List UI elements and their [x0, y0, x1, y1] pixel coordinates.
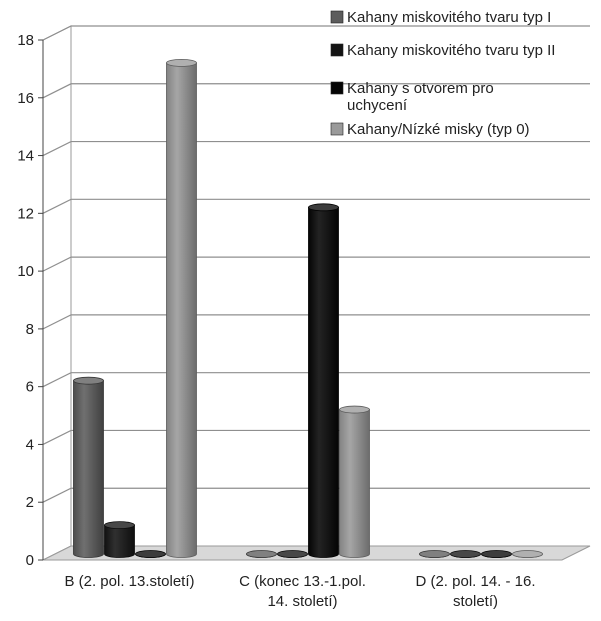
y-tick-label: 6 [26, 379, 34, 396]
legend-swatch [330, 81, 344, 95]
bar [135, 550, 166, 558]
gridline [42, 83, 590, 99]
bar [308, 203, 339, 558]
y-tick-label: 12 [17, 205, 34, 222]
bar [481, 550, 512, 558]
bar-body [308, 206, 339, 558]
y-tick-label: 18 [17, 32, 34, 49]
legend-swatch [330, 122, 344, 136]
bar [512, 550, 543, 558]
bar [450, 550, 481, 558]
x-tick-label: B (2. pol. 13.století) [64, 573, 194, 590]
y-axis: 0 2 4 6 8 10 12 14 16 18 [17, 32, 44, 569]
bar [73, 376, 104, 558]
bar-cap [419, 550, 450, 558]
bar-cap [73, 376, 104, 385]
bar-body [73, 380, 104, 558]
x-axis: B (2. pol. 13.století) C (konec 13.-1.pol… [64, 573, 535, 610]
legend-swatch [330, 43, 344, 57]
bar-body [339, 409, 370, 558]
bar-body [166, 62, 197, 558]
gridline [42, 140, 590, 157]
bar [419, 550, 450, 558]
x-tick-label: D (2. pol. 14. - 16. století) [415, 573, 535, 610]
y-tick-label: 0 [26, 552, 34, 569]
gridlines [42, 25, 590, 503]
gridline [42, 314, 590, 330]
legend-label: Kahany/Nízké misky (typ 0) [347, 121, 530, 138]
bar-cap [339, 405, 370, 414]
y-tick-label: 10 [17, 263, 34, 280]
bars [73, 58, 543, 558]
legend-label: Kahany miskovitého tvaru typ I [347, 9, 551, 26]
bar [339, 405, 370, 558]
bar-cap [450, 550, 481, 558]
gridline [42, 198, 590, 214]
y-tick-label: 16 [17, 90, 34, 107]
gridline [42, 372, 590, 388]
side-wall [42, 25, 72, 561]
x-tick-label: C (konec 13.-1.pol. 14. století) [239, 573, 366, 610]
bar-cap [166, 58, 197, 67]
y-tick-label: 2 [26, 494, 34, 511]
bar-cap [512, 550, 543, 558]
legend-label: Kahany miskovitého tvaru typ II [347, 42, 555, 59]
bar-body [104, 524, 135, 558]
bar-cap [481, 550, 512, 558]
y-tick-label: 8 [26, 321, 34, 338]
gridline [42, 256, 590, 272]
bar-cap [246, 550, 277, 558]
legend: Kahany miskovitého tvaru typ I Kahany mis… [330, 9, 555, 138]
y-tick-label: 4 [26, 436, 34, 453]
bar [277, 550, 308, 558]
gridline [42, 487, 590, 503]
bar [246, 550, 277, 558]
bar-cap [104, 521, 135, 530]
y-tick-label: 14 [17, 148, 34, 165]
gridline [42, 25, 590, 41]
legend-label: Kahany s otvorem pro uchycení [347, 80, 494, 114]
bar [166, 58, 197, 558]
bar-cap [277, 550, 308, 558]
bar [104, 521, 135, 558]
bar-cap [308, 203, 339, 212]
legend-swatch [330, 10, 344, 24]
gridline [42, 429, 590, 445]
bar-cap [135, 550, 166, 558]
